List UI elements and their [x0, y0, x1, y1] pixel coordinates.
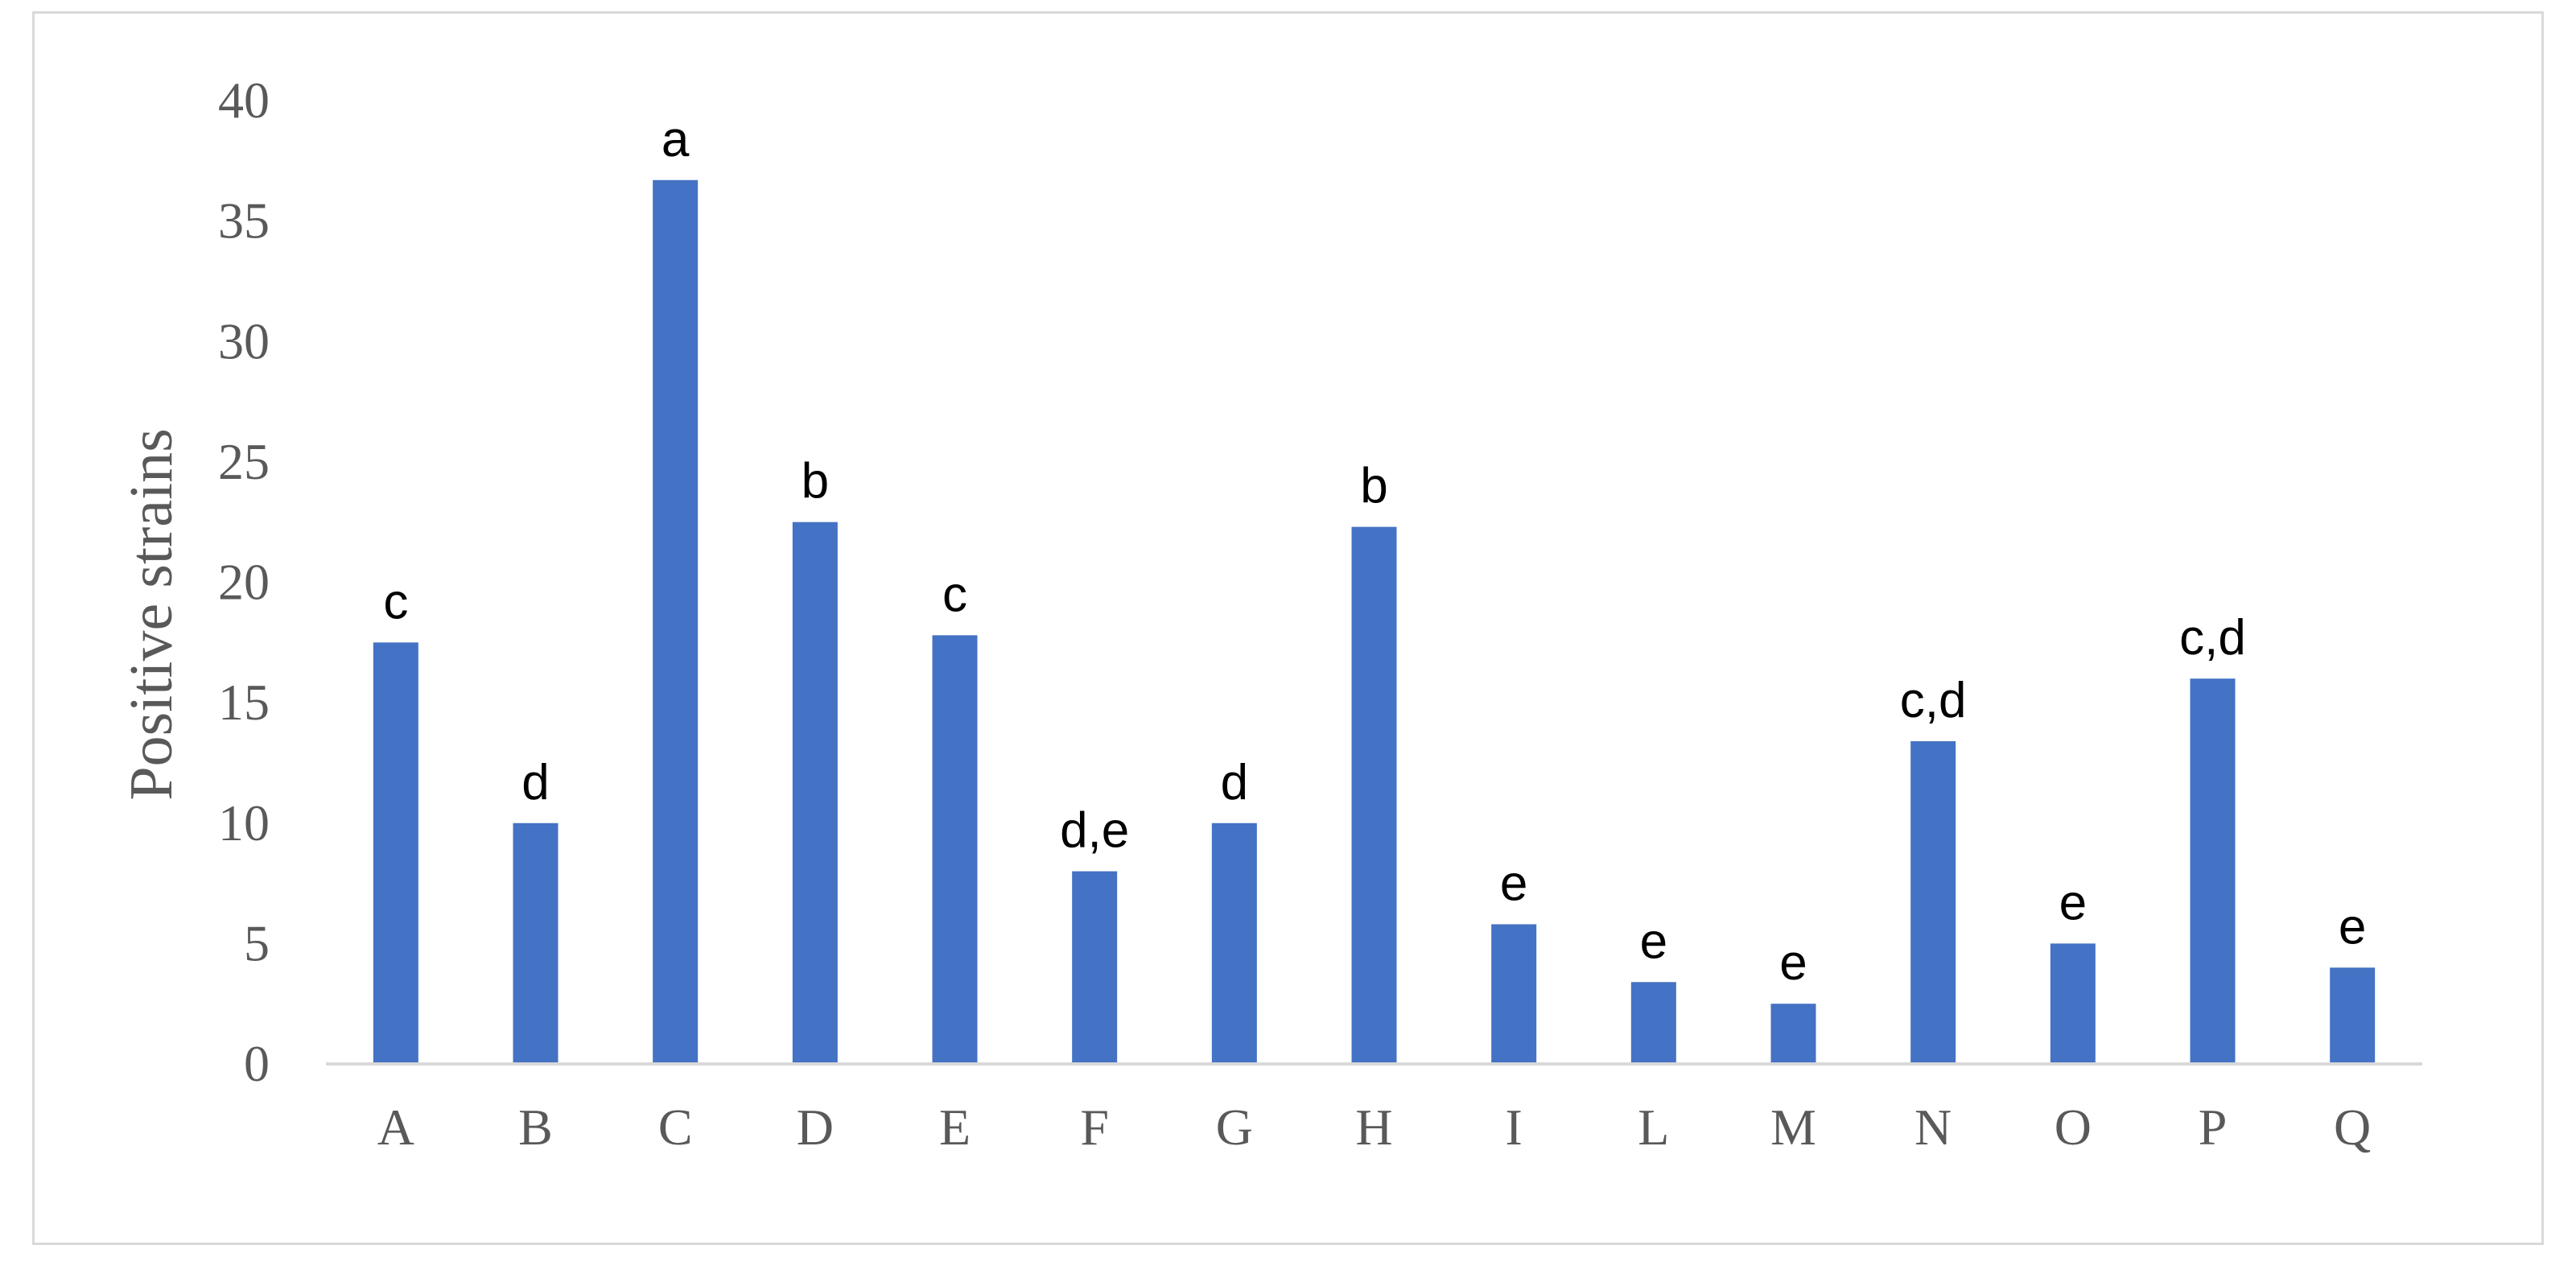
bar-data-label: e — [2059, 875, 2087, 930]
bars — [373, 179, 2376, 1065]
bar-data-labels: c d a b c d,e d b e e e c,d e c,d e — [383, 112, 2366, 991]
y-tick-label: 20 — [218, 554, 270, 611]
bar-data-label: e — [1640, 913, 1667, 969]
bar-chart: 0 5 10 15 20 25 30 35 40 c d a b c d,e d b e e e c,d e c,d e A… — [117, 72, 2422, 1156]
bar-data-label: c,d — [2179, 610, 2246, 666]
bar-data-label: b — [1360, 459, 1387, 514]
x-tick-label: F — [1080, 1099, 1109, 1156]
bar — [513, 823, 558, 1064]
bar — [1910, 741, 1956, 1064]
x-tick-label: O — [2055, 1099, 2092, 1156]
x-tick-label: P — [2199, 1099, 2228, 1156]
y-tick-label: 35 — [218, 192, 270, 249]
x-tick-label: N — [1914, 1099, 1952, 1156]
bar — [1770, 1004, 1816, 1064]
chart-frame: 0 5 10 15 20 25 30 35 40 c d a b c d,e d b e e e c,d e c,d e A… — [32, 11, 2544, 1245]
bar-data-label: d — [521, 755, 549, 810]
bar — [1072, 871, 1118, 1064]
bar-data-label: e — [1500, 856, 1527, 911]
bar — [1630, 982, 1676, 1064]
bar-data-label: d — [1221, 755, 1248, 810]
bar — [1211, 823, 1257, 1064]
bar — [373, 642, 418, 1064]
bar — [1491, 924, 1537, 1064]
bar-data-label: c — [383, 574, 408, 629]
bar — [792, 522, 838, 1064]
bar-data-label: e — [2339, 899, 2366, 954]
y-tick-label: 0 — [244, 1035, 270, 1092]
bar-data-label: c — [942, 567, 967, 622]
bar — [1351, 526, 1397, 1064]
x-tick-label: I — [1506, 1099, 1523, 1156]
x-tick-label: Q — [2334, 1099, 2371, 1156]
x-tick-label: G — [1216, 1099, 1253, 1156]
y-tick-label: 40 — [218, 72, 270, 129]
bar — [2190, 678, 2236, 1064]
bar-data-label: c,d — [1900, 673, 1967, 728]
x-tick-label: A — [377, 1099, 414, 1156]
bar-data-label: d,e — [1060, 803, 1129, 859]
bar — [2330, 967, 2376, 1064]
x-tick-label: D — [797, 1099, 834, 1156]
y-tick-label: 15 — [218, 674, 270, 731]
bar-data-label: a — [662, 112, 690, 167]
y-tick-label: 10 — [218, 794, 270, 851]
x-tick-label: M — [1770, 1099, 1816, 1156]
x-tick-label: C — [658, 1099, 693, 1156]
bar-data-label: e — [1779, 935, 1807, 991]
x-tick-label: H — [1355, 1099, 1392, 1156]
bar — [653, 179, 699, 1065]
bar — [2050, 943, 2096, 1064]
y-tick-label: 30 — [218, 312, 270, 369]
y-tick-label: 25 — [218, 433, 270, 490]
y-axis-ticks: 0 5 10 15 20 25 30 35 40 — [218, 72, 270, 1092]
x-tick-label: E — [939, 1099, 971, 1156]
y-tick-label: 5 — [244, 914, 270, 971]
y-axis-title: Positive strains — [117, 428, 185, 800]
x-tick-label: B — [518, 1099, 553, 1156]
bar — [932, 635, 978, 1064]
x-tick-label: L — [1638, 1099, 1669, 1156]
bar-data-label: b — [802, 454, 829, 509]
